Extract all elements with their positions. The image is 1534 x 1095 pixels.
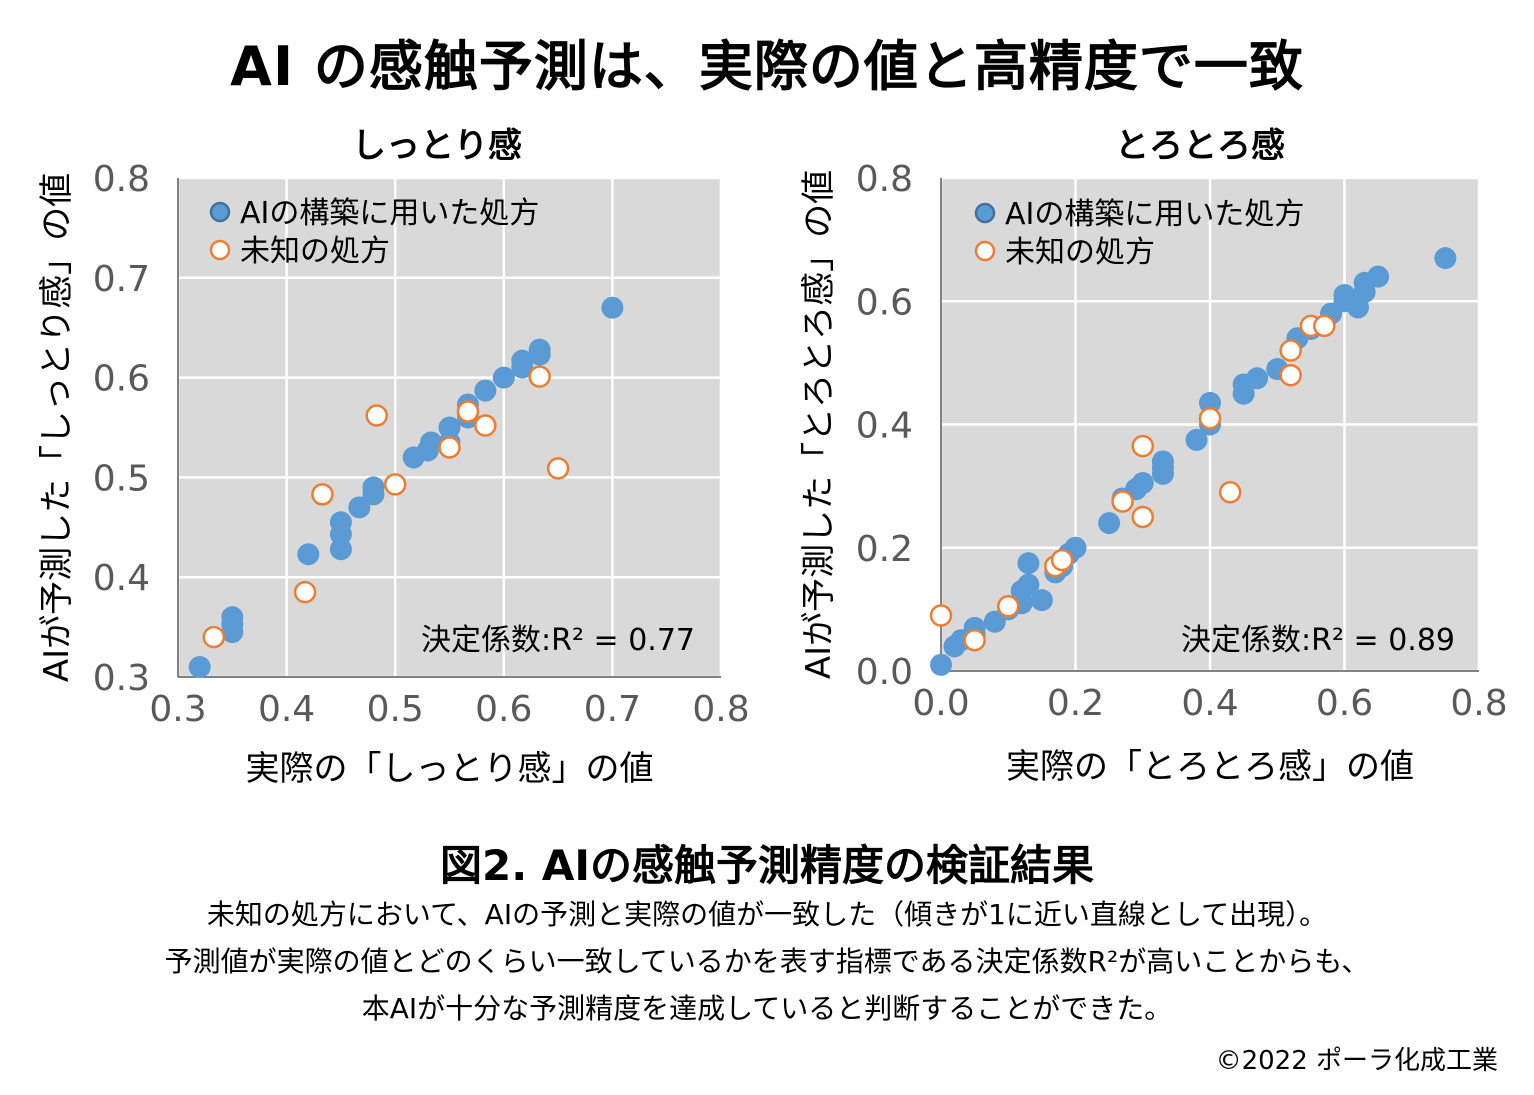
x-tick-label: 0.2 — [1047, 683, 1104, 724]
legend-label: 未知の処方 — [240, 234, 390, 269]
known-point — [188, 656, 211, 679]
page-title: AI の感触予測は、実際の値と高精度で一致 — [230, 35, 1304, 98]
legend-label: AIの構築に用いた処方 — [240, 196, 539, 231]
known-point — [221, 606, 244, 629]
x-tick-label: 0.7 — [584, 689, 641, 730]
chart-2: 0.0 0.2 0.4 0.6 0.8 0.0 0.2 0.4 0.6 0.8 とろとろ感実際の「と… — [799, 126, 1508, 787]
legend-marker-unknown — [974, 240, 996, 262]
y-tick-label: 0.8 — [93, 159, 150, 200]
y-tick-label: 0.7 — [93, 259, 150, 300]
known-point — [297, 543, 320, 566]
copyright: ©2022 ポーラ化成工業 — [1215, 1046, 1498, 1076]
x-tick-label: 0.8 — [692, 689, 749, 730]
unknown-point — [929, 604, 953, 627]
unknown-point — [1198, 407, 1222, 430]
known-point — [329, 511, 352, 534]
known-point — [1185, 428, 1208, 451]
unknown-point — [1279, 339, 1302, 362]
x-tick-label: 0.4 — [258, 689, 315, 730]
y-tick-label: 0.6 — [856, 282, 913, 323]
known-point — [1199, 391, 1221, 414]
figure-title: 図2. AIの感触予測精度の検証結果 — [440, 841, 1094, 890]
unknown-point — [1111, 490, 1134, 513]
known-point — [492, 366, 515, 389]
y-tick-label: 0.3 — [93, 658, 150, 699]
x-tick-label: 0.4 — [1181, 683, 1238, 724]
y-axis-label: AIが予測した「しっとり感」の値 — [37, 173, 77, 682]
known-point — [1131, 472, 1154, 495]
unknown-point — [1050, 548, 1074, 572]
known-point — [1017, 552, 1040, 575]
caption-line-2: 予測値が実際の値とどのくらい一致しているかを表す指標である決定係数R²が高いこと… — [164, 945, 1370, 978]
legend-marker-known — [974, 202, 996, 224]
x-tick-label: 0.6 — [475, 689, 532, 730]
caption-line-1: 未知の処方において、AIの予測と実際の値が一致した（傾きが1に近い直線として出現… — [206, 898, 1328, 931]
y-tick-label: 0.4 — [93, 558, 150, 599]
known-point — [511, 349, 534, 372]
unknown-point — [383, 473, 407, 496]
known-point — [362, 476, 385, 499]
legend-marker-unknown — [209, 239, 231, 261]
unknown-point — [1279, 363, 1302, 387]
known-point — [420, 431, 443, 454]
unknown-point — [1218, 481, 1242, 504]
x-axis-label: 実際の「とろとろ感」の値 — [1006, 747, 1414, 787]
x-tick-label: 0.8 — [1450, 683, 1507, 724]
unknown-point — [997, 595, 1020, 618]
unknown-point — [438, 436, 461, 459]
r2-annotation: 決定係数:R² = 0.89 — [1181, 623, 1455, 658]
chart-title: しっとり感 — [352, 126, 522, 166]
unknown-point — [456, 400, 480, 423]
known-point — [1098, 512, 1121, 535]
charts-canvas: 0.3 0.4 0.5 0.6 0.7 0.8 0.3 0.4 0.5 0.6 0.7 0.8 しっとり… — [37, 126, 1508, 789]
known-point — [528, 338, 551, 361]
unknown-point — [202, 625, 226, 649]
chart-title: とろとろ感 — [1115, 126, 1285, 166]
known-point — [474, 379, 497, 402]
unknown-point — [528, 365, 551, 388]
unknown-point — [311, 483, 334, 506]
legend-marker-known — [209, 201, 231, 223]
x-tick-label: 0.3 — [149, 689, 206, 730]
known-point — [1151, 450, 1174, 473]
known-point — [1367, 265, 1390, 288]
unknown-point — [963, 628, 986, 652]
known-point — [1030, 589, 1053, 612]
caption-line-3: 本AIが十分な予測精度を達成していると判断することができた。 — [361, 992, 1173, 1025]
known-point — [1017, 573, 1040, 596]
unknown-point — [365, 404, 388, 427]
x-tick-label: 0.6 — [1316, 683, 1373, 724]
unknown-point — [546, 457, 570, 480]
unknown-point — [1313, 314, 1336, 338]
y-tick-label: 0.2 — [856, 529, 913, 570]
x-axis-label: 実際の「しっとり感」の値 — [246, 749, 654, 789]
known-point — [1434, 247, 1457, 270]
known-point — [930, 653, 952, 676]
unknown-point — [474, 414, 497, 437]
y-axis-label: AIが予測した「とろとろ感」の値 — [799, 170, 839, 679]
known-point — [438, 416, 461, 439]
known-point — [601, 296, 624, 319]
known-point — [1246, 367, 1269, 390]
unknown-point — [1131, 434, 1154, 458]
y-tick-label: 0.6 — [93, 359, 150, 400]
x-tick-label: 0.0 — [912, 683, 969, 724]
known-point — [348, 496, 371, 519]
y-tick-label: 0.0 — [856, 652, 913, 693]
unknown-point — [1131, 505, 1154, 529]
y-tick-label: 0.4 — [856, 406, 913, 447]
chart-1: 0.3 0.4 0.5 0.6 0.7 0.8 0.3 0.4 0.5 0.6 0.7 0.8 しっとり… — [37, 126, 750, 789]
x-tick-label: 0.5 — [367, 689, 424, 730]
y-tick-label: 0.5 — [93, 458, 150, 499]
legend-label: 未知の処方 — [1005, 235, 1155, 270]
legend-label: AIの構築に用いた処方 — [1005, 197, 1304, 232]
unknown-point — [293, 580, 317, 604]
r2-annotation: 決定係数:R² = 0.77 — [421, 623, 695, 658]
y-tick-label: 0.8 — [856, 159, 913, 200]
